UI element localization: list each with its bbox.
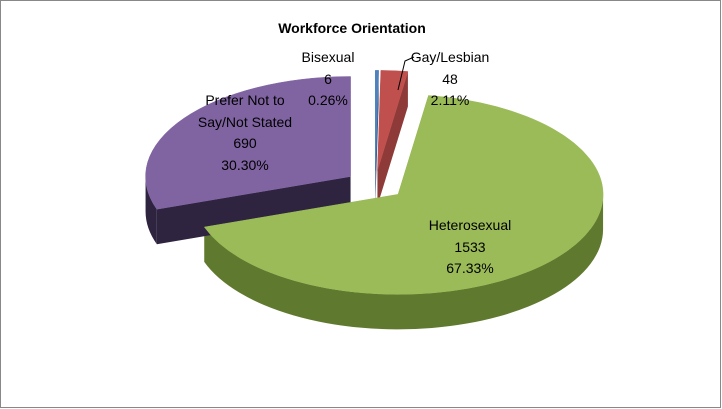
data-label: Prefer Not to Say/Not Stated 690 30.30% [188,90,303,176]
chart-title: Workforce Orientation [278,20,426,36]
label-value: 6 [324,70,332,87]
label-category: Heterosexual [428,217,512,233]
pie-slice [145,76,351,210]
data-label: Gay/Lesbian 48 2.11% [405,47,495,112]
label-percent: 0.26% [308,92,348,108]
leader-line [397,56,415,91]
label-percent: 2.11% [430,92,470,108]
pie-slice [374,70,379,171]
label-value: 690 [233,135,257,151]
label-value: 48 [442,70,458,87]
label-value: 1533 [454,238,486,255]
slice-radial-side [377,71,408,206]
label-category: Gay/Lesbian [410,49,490,65]
slice-radial-side [375,70,379,206]
data-label: Bisexual 6 0.26% [283,47,373,112]
label-percent: 67.33% [446,260,494,276]
label-category: Bisexual [301,49,355,65]
label-category: Prefer Not to Say/Not Stated [197,92,293,130]
slice-outer-side [204,194,604,330]
pie-slice [377,70,409,171]
pie-slice [203,95,604,295]
data-label: Heterosexual 1533 67.33% [415,215,525,280]
tops [145,70,604,295]
label-percent: 30.30% [221,156,269,173]
